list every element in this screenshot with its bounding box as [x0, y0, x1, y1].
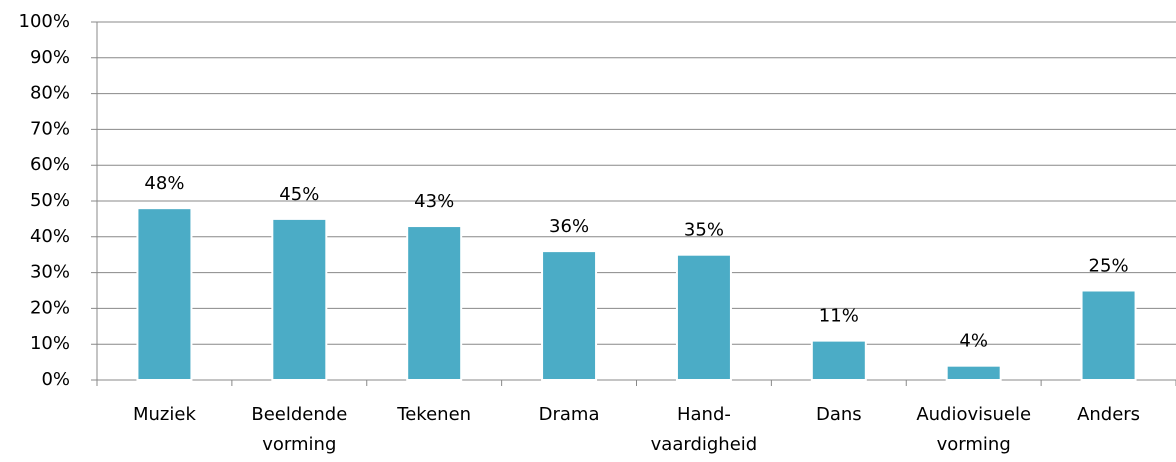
data-label: 25% [1089, 256, 1129, 277]
x-tick-label: Hand- [677, 404, 731, 425]
x-tick-label: Tekenen [396, 404, 471, 425]
x-tick-label: Dans [816, 404, 862, 425]
bar [541, 250, 598, 381]
data-label: 36% [549, 216, 589, 237]
bar [810, 339, 867, 381]
x-tick-label: vorming [937, 434, 1011, 455]
bar [271, 217, 328, 381]
x-tick-label: vorming [262, 434, 336, 455]
bar [1080, 289, 1137, 381]
data-label: 11% [819, 306, 859, 327]
y-tick-label: 20% [30, 297, 70, 318]
x-tick-label: Anders [1077, 404, 1140, 425]
bar [136, 207, 193, 381]
x-tick-label: Audiovisuele [916, 404, 1031, 425]
bar [945, 364, 1002, 381]
data-label: 48% [144, 173, 184, 194]
bar [406, 225, 463, 381]
data-label: 35% [684, 220, 724, 241]
x-tick-label: Muziek [133, 404, 196, 425]
y-tick-label: 100% [19, 11, 70, 32]
y-tick-label: 10% [30, 333, 70, 354]
y-tick-label: 70% [30, 118, 70, 139]
y-tick-label: 60% [30, 154, 70, 175]
data-label: 4% [959, 331, 988, 352]
y-tick-label: 90% [30, 47, 70, 68]
bar [675, 253, 732, 381]
data-label: 43% [414, 191, 454, 212]
data-label: 45% [279, 184, 319, 205]
y-tick-label: 80% [30, 83, 70, 104]
y-tick-label: 40% [30, 226, 70, 247]
y-tick-label: 50% [30, 190, 70, 211]
x-tick-label: Beeldende [251, 404, 347, 425]
y-tick-label: 0% [41, 369, 70, 390]
x-tick-label: vaardigheid [651, 434, 758, 455]
x-tick-label: Drama [539, 404, 600, 425]
y-tick-label: 30% [30, 262, 70, 283]
